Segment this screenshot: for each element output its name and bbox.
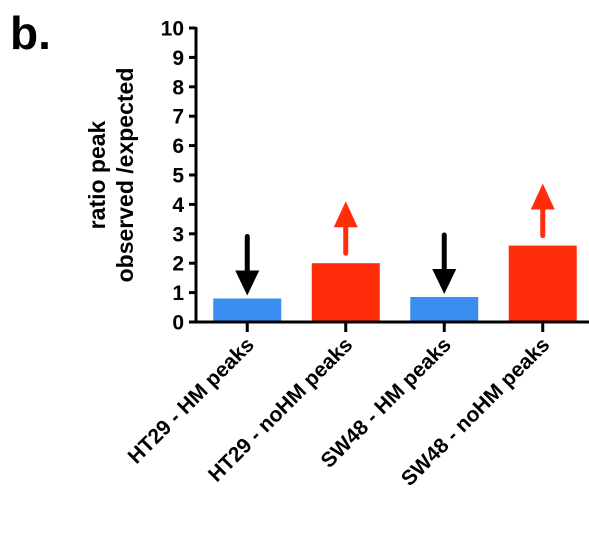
arrow-down-icon	[432, 232, 457, 295]
y-tick-label: 6	[172, 135, 184, 158]
arrow-down-icon	[235, 233, 260, 296]
y-tick-label: 5	[172, 165, 184, 188]
arrow-up-icon	[333, 201, 358, 256]
bars	[213, 245, 577, 321]
bar	[410, 297, 479, 321]
bar	[311, 263, 380, 321]
y-tick-label: 9	[172, 47, 184, 70]
arrow-up-icon	[530, 183, 555, 239]
bar	[508, 245, 577, 321]
y-tick-label: 2	[172, 253, 184, 276]
y-tick-label: 1	[172, 282, 184, 305]
y-tick-label: 3	[172, 223, 184, 246]
y-axis: 0 1 2 3 4 5 6 7 8 9 10	[161, 18, 198, 335]
bar	[213, 298, 282, 321]
y-tick-label: 8	[172, 76, 184, 99]
y-axis-title-line: ratio peak	[84, 120, 110, 229]
y-tick-label: 7	[172, 106, 184, 129]
x-axis	[194, 320, 589, 332]
panel-label: b.	[10, 7, 51, 59]
y-tick-label: 10	[161, 18, 184, 41]
y-tick-label: 0	[172, 312, 184, 335]
y-axis-title: ratio peak observed /expected	[84, 68, 138, 283]
y-tick-label: 4	[172, 194, 184, 217]
y-axis-title-line: observed /expected	[112, 68, 138, 283]
arrows	[235, 183, 555, 296]
